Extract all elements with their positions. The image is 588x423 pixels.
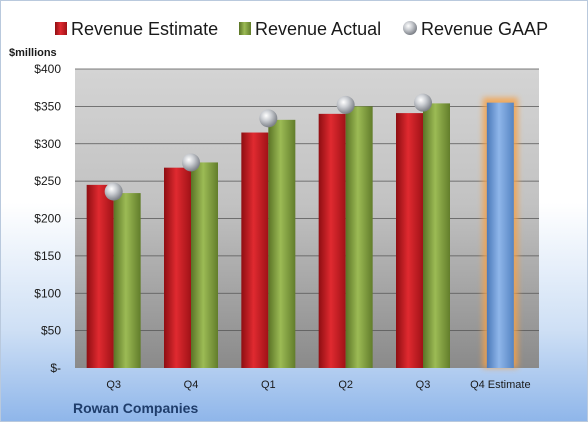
marker-revenue-gaap bbox=[336, 95, 355, 114]
y-axis: $- $50 $100 $150 $200 $250 $300 $350 $400 bbox=[34, 62, 61, 375]
bar-revenue-projection bbox=[486, 102, 514, 368]
x-tick-label: Q3 bbox=[106, 379, 121, 391]
y-tick-label: $400 bbox=[34, 62, 61, 76]
marker-revenue-gaap bbox=[414, 93, 432, 112]
bar-revenue-actual bbox=[345, 106, 373, 368]
y-tick-label: $- bbox=[50, 361, 61, 375]
bar-revenue-estimate bbox=[164, 167, 191, 368]
legend-swatch-gaap bbox=[403, 21, 417, 35]
marker-revenue-gaap bbox=[104, 182, 123, 201]
bars bbox=[86, 97, 518, 368]
gridlines bbox=[75, 68, 539, 332]
marker-revenue-gaap bbox=[182, 153, 200, 172]
bar-revenue-estimate bbox=[241, 132, 269, 368]
y-tick-label: $300 bbox=[34, 137, 61, 151]
bar-revenue-actual bbox=[191, 162, 218, 368]
y-tick-label: $150 bbox=[34, 249, 61, 263]
x-tick-label: Q2 bbox=[338, 379, 353, 391]
company-name: Rowan Companies bbox=[73, 400, 198, 416]
legend-label-gaap: Revenue GAAP bbox=[421, 19, 548, 39]
legend-swatch-estimate bbox=[55, 22, 67, 35]
legend-swatch-actual bbox=[239, 22, 251, 35]
gaap-markers bbox=[104, 93, 432, 201]
bar-revenue-estimate bbox=[318, 113, 346, 368]
bar-revenue-actual bbox=[113, 193, 141, 368]
bar-revenue-estimate bbox=[86, 184, 114, 368]
marker-revenue-gaap bbox=[259, 109, 278, 128]
y-tick-label: $250 bbox=[34, 174, 61, 188]
y-unit-label: $millions bbox=[9, 47, 57, 59]
legend-label-estimate: Revenue Estimate bbox=[71, 19, 218, 39]
x-tick-label: Q4 bbox=[184, 379, 199, 391]
y-tick-label: $100 bbox=[34, 286, 61, 300]
legend: Revenue Estimate Revenue Actual Revenue … bbox=[55, 19, 548, 39]
x-tick-label: Q1 bbox=[261, 379, 276, 391]
y-tick-label: $350 bbox=[34, 99, 61, 113]
bar-revenue-estimate bbox=[396, 113, 423, 368]
y-tick-label: $50 bbox=[41, 324, 61, 338]
x-tick-label: Q4 Estimate bbox=[470, 379, 531, 391]
y-tick-label: $200 bbox=[34, 212, 61, 226]
x-axis: Q3 Q4 Q1 Q2 Q3 Q4 Estimate bbox=[106, 379, 530, 391]
bar-revenue-actual bbox=[423, 103, 450, 368]
bar-revenue-actual bbox=[268, 119, 296, 368]
x-tick-label: Q3 bbox=[416, 379, 431, 391]
legend-label-actual: Revenue Actual bbox=[255, 19, 381, 39]
